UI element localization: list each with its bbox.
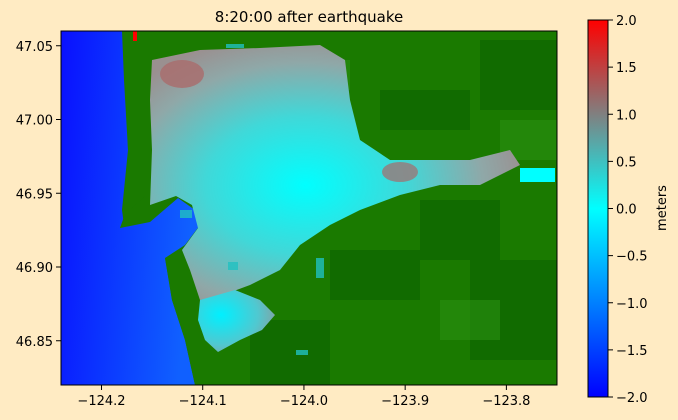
- red-spot: [133, 31, 137, 41]
- y-tick-label: 47.00: [16, 114, 53, 129]
- x-axis: −124.2 −124.1 −124.0 −123.9 −123.8: [77, 385, 530, 409]
- chart-title: 8:20:00 after earthquake: [215, 8, 403, 26]
- high-water-east: [382, 162, 418, 182]
- colorbar-tick-label: −1.0: [616, 297, 648, 312]
- x-tick-label: −123.8: [482, 394, 530, 409]
- high-water-north: [160, 60, 204, 88]
- south-bay: [198, 290, 275, 352]
- colorbar-tick-label: −1.5: [616, 344, 648, 359]
- colorbar-tick-label: 0.5: [616, 155, 637, 170]
- colorbar-label: meters: [655, 185, 670, 231]
- plot-frame: [60, 30, 558, 386]
- coast-fringe: [180, 44, 324, 355]
- colorbar-tick-label: 1.0: [616, 108, 637, 123]
- colorbar-axis: 2.0 1.5 1.0 0.5 0.0 −0.5 −1.0 −1.5 −2.0: [608, 14, 648, 406]
- ocean: [61, 31, 200, 385]
- colorbar-tick-label: −0.5: [616, 250, 648, 265]
- y-axis: 46.85 46.90 46.95 47.00 47.05: [16, 40, 61, 350]
- colorbar: [588, 20, 608, 397]
- spit: [122, 31, 152, 225]
- y-tick-label: 46.85: [16, 335, 53, 350]
- terrain-shading: [250, 40, 557, 385]
- y-tick-label: 46.95: [16, 187, 53, 202]
- south-spit: [165, 258, 215, 385]
- x-tick-label: −124.0: [280, 394, 328, 409]
- y-tick-label: 47.05: [16, 40, 53, 55]
- x-tick-label: −123.9: [381, 394, 429, 409]
- colorbar-tick-label: 2.0: [616, 14, 637, 29]
- x-tick-label: −124.2: [77, 394, 125, 409]
- colorbar-tick-label: −2.0: [616, 391, 648, 406]
- heatmap-plot: [61, 31, 557, 385]
- colorbar-tick-label: 0.0: [616, 203, 637, 218]
- y-tick-label: 46.90: [16, 261, 53, 276]
- colorbar-tick-label: 1.5: [616, 61, 637, 76]
- x-tick-label: −124.1: [179, 394, 227, 409]
- east-channel: [520, 168, 555, 182]
- bay-water: [150, 45, 520, 300]
